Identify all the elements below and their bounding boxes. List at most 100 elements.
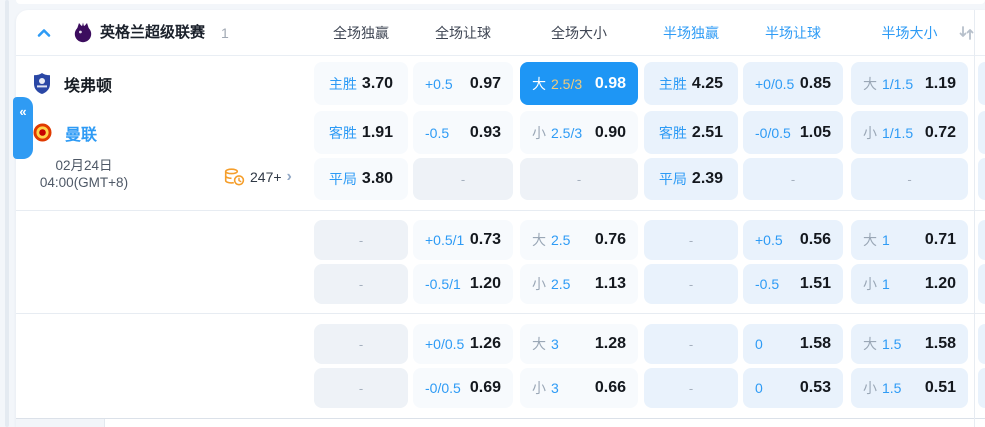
odds-cell[interactable]: 0 0.53 <box>743 368 843 408</box>
empty-dash: - <box>688 380 694 396</box>
ou-label-group: 大 2.5 <box>532 230 570 250</box>
chevron-up-icon[interactable] <box>36 25 52 41</box>
ou-side-label: 小 <box>532 276 546 292</box>
ou-side-label: 大 <box>863 75 877 92</box>
odds-cell[interactable]: 主胜 3.70 <box>314 62 408 105</box>
odds-cell[interactable]: 小 3 0.66 <box>520 368 638 408</box>
sidebar-collapse-tab[interactable]: « <box>13 97 33 159</box>
empty-dash: - <box>790 171 796 187</box>
odds-cell[interactable]: 小 1/1.5 0.72 <box>851 111 968 154</box>
odds-cell[interactable]: 大 1/1.5 1.19 <box>851 62 968 105</box>
ou-line-value: 1 <box>882 232 890 248</box>
odds-value: 1.20 <box>469 275 501 292</box>
odds-cell[interactable]: +0.5 0.97 <box>413 62 513 105</box>
empty-odds-cell: - <box>314 368 408 408</box>
column-header-ht-1x2: 半场独赢 <box>663 25 719 41</box>
ou-side-label: 小 <box>532 124 546 141</box>
ou-line-value: 2.5/3 <box>551 75 583 92</box>
odds-cell[interactable]: +0.5 0.56 <box>743 220 843 260</box>
ou-line-value: 1.5 <box>882 380 902 396</box>
odds-value: 1.58 <box>924 335 956 352</box>
empty-odds-cell: - <box>644 220 738 260</box>
page-gutter <box>5 0 9 427</box>
odds-cell[interactable]: -0/0.5 1.05 <box>743 111 843 154</box>
home-team-name: 埃弗顿 <box>64 77 113 95</box>
ou-line-value: 2.5/3 <box>551 124 583 141</box>
odds-cell[interactable]: 客胜 2.51 <box>644 111 738 154</box>
empty-odds-cell: - <box>314 220 408 260</box>
home-team-row[interactable]: 埃弗顿 <box>33 62 112 105</box>
odds-cell[interactable]: 客胜 1.91 <box>314 111 408 154</box>
odds-value: 3.80 <box>361 170 394 187</box>
league-title: 英格兰超级联赛 <box>100 24 206 41</box>
away-team-row[interactable]: 曼联 <box>33 111 97 154</box>
odds-cell[interactable]: 小 1 1.20 <box>851 264 968 304</box>
column-header-ft-handicap: 全场让球 <box>435 25 491 41</box>
bet-label: +0/0.5 <box>425 336 465 352</box>
ou-label-group: 小 1.5 <box>863 378 901 398</box>
markets-count: 247+ <box>250 169 282 185</box>
odds-value: 2.39 <box>691 170 724 187</box>
ou-label-group: 大 2.5/3 <box>532 74 582 94</box>
match-date: 02月24日 <box>55 158 113 173</box>
bet-label: 平局 <box>658 171 687 187</box>
odds-cell[interactable]: 平局 2.39 <box>644 158 738 200</box>
empty-odds-cell: - <box>314 324 408 364</box>
odds-cell[interactable]: 大 2.5/3 0.98 <box>520 62 638 105</box>
odds-value: 0.90 <box>594 123 626 141</box>
odds-cell[interactable]: +0/0.5 1.26 <box>413 324 513 364</box>
odds-value: 1.19 <box>924 74 956 92</box>
odds-cell[interactable]: 大 2.5 0.76 <box>520 220 638 260</box>
odds-value: 1.20 <box>924 275 956 292</box>
odds-cell[interactable]: +0/0.5 0.85 <box>743 62 843 105</box>
ou-line-value: 2.5 <box>551 232 571 248</box>
bet-label: +0.5 <box>425 75 453 92</box>
odds-value: 0.93 <box>469 123 501 141</box>
odds-value: 0.72 <box>924 123 956 141</box>
odds-cell[interactable]: 主胜 4.25 <box>644 62 738 105</box>
column-header-ft-overunder: 全场大小 <box>551 25 607 41</box>
odds-cell[interactable]: -0.5/1 1.20 <box>413 264 513 304</box>
odds-cell[interactable]: 小 2.5/3 0.90 <box>520 111 638 154</box>
more-markets-link[interactable]: 247+ › <box>224 164 292 190</box>
odds-cell[interactable]: 0 1.58 <box>743 324 843 364</box>
away-team-name: 曼联 <box>65 126 98 144</box>
ou-side-label: 大 <box>863 336 877 352</box>
odds-cell[interactable]: -0/0.5 0.69 <box>413 368 513 408</box>
clipped-odds-cell <box>978 62 985 105</box>
header-divider <box>16 55 985 56</box>
odds-value: 1.51 <box>799 275 831 292</box>
odds-cell[interactable]: +0.5/1 0.73 <box>413 220 513 260</box>
bet-label: 客胜 <box>658 124 687 141</box>
odds-value: 2.51 <box>691 123 724 141</box>
odds-value: 0.98 <box>594 74 626 92</box>
ou-line-value: 2.5 <box>551 276 571 292</box>
bet-label: 0 <box>755 380 763 396</box>
odds-cell[interactable]: 小 1.5 0.51 <box>851 368 968 408</box>
odds-cell[interactable]: 小 2.5 1.13 <box>520 264 638 304</box>
odds-cell[interactable]: 平局 3.80 <box>314 158 408 200</box>
previous-section-edge <box>16 0 985 4</box>
empty-dash: - <box>688 276 694 292</box>
clipped-odds-cell <box>978 111 985 154</box>
odds-value: 1.58 <box>799 335 831 352</box>
odds-value: 0.73 <box>469 231 501 248</box>
empty-dash: - <box>688 336 694 352</box>
odds-value: 0.69 <box>469 379 501 396</box>
odds-cell[interactable]: -0.5 0.93 <box>413 111 513 154</box>
clipped-odds-cell <box>978 324 985 364</box>
ou-side-label: 小 <box>863 276 877 292</box>
bet-label: 主胜 <box>328 75 357 92</box>
bet-label: 0 <box>755 336 763 352</box>
odds-cell[interactable]: 大 1 0.71 <box>851 220 968 260</box>
chevron-right-icon: › <box>286 168 292 185</box>
odds-cell[interactable]: -0.5 1.51 <box>743 264 843 304</box>
odds-cell[interactable]: 大 3 1.28 <box>520 324 638 364</box>
bet-label: -0.5/1 <box>425 276 461 292</box>
column-switch-icon[interactable] <box>958 24 976 42</box>
bet-label: +0.5 <box>755 232 783 248</box>
odds-cell[interactable]: 大 1.5 1.58 <box>851 324 968 364</box>
